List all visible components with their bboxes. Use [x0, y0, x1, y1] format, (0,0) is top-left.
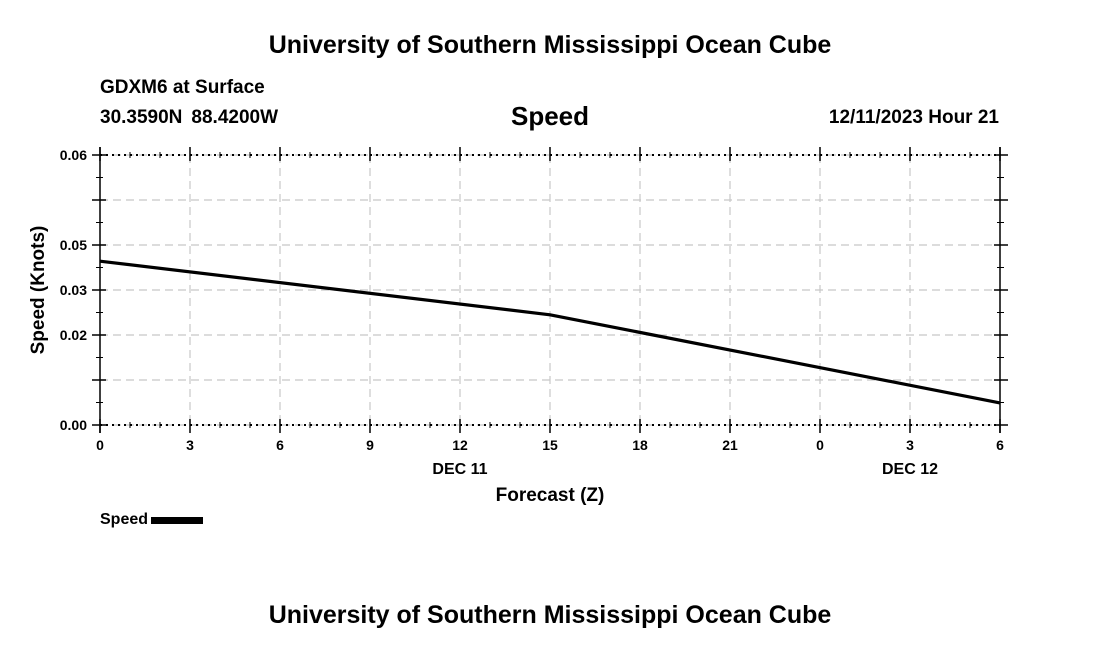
x-tick-label: 12	[452, 437, 468, 453]
y-axis-title: Speed (Knots)	[28, 226, 49, 355]
axis-labels: 0 3 6 9 12 15 18 21 0 3 6 DEC 11 DEC 12 0.00 0.02 0.03 0…	[28, 147, 1004, 506]
x-tick-label: 9	[366, 437, 374, 453]
x-tick-label: 3	[186, 437, 194, 453]
y-tick-label: 0.02	[60, 327, 87, 343]
x-tick-label: 3	[906, 437, 914, 453]
grid	[100, 154, 1000, 426]
legend: Speed	[100, 511, 204, 529]
legend-label: Speed	[100, 511, 149, 528]
date-label: DEC 12	[882, 461, 938, 478]
coordinates: 30.3590N 88.4200W	[100, 108, 278, 127]
legend-swatch	[151, 516, 204, 524]
y-tick-label: 0.03	[60, 282, 87, 298]
y-tick-label: 0.05	[60, 237, 87, 253]
axes	[92, 147, 1008, 433]
x-tick-label: 21	[722, 437, 738, 453]
longitude-label: 88.4200W	[191, 107, 279, 128]
x-tick-label: 6	[996, 437, 1004, 453]
y-tick-label: 0.00	[60, 417, 87, 433]
x-tick-label: 0	[816, 437, 824, 453]
page-title: University of Southern Mississippi Ocean…	[268, 31, 832, 59]
latitude-label: 30.3590N	[100, 107, 183, 128]
station-label: GDXM6 at Surface	[100, 77, 265, 98]
x-axis-title: Forecast (Z)	[496, 485, 605, 506]
y-tick-label: 0.06	[60, 147, 87, 163]
forecast-datetime: 12/11/2023 Hour 21	[828, 107, 999, 128]
series-line-speed	[99, 259, 1001, 405]
x-tick-label: 15	[542, 437, 558, 453]
chart-title: Speed	[510, 101, 590, 131]
footer-title: University of Southern Mississippi Ocean…	[268, 601, 832, 629]
x-tick-label: 6	[276, 437, 284, 453]
x-tick-label: 0	[96, 437, 104, 453]
x-tick-label: 18	[632, 437, 648, 453]
date-label: DEC 11	[432, 461, 487, 478]
series	[99, 259, 1001, 405]
